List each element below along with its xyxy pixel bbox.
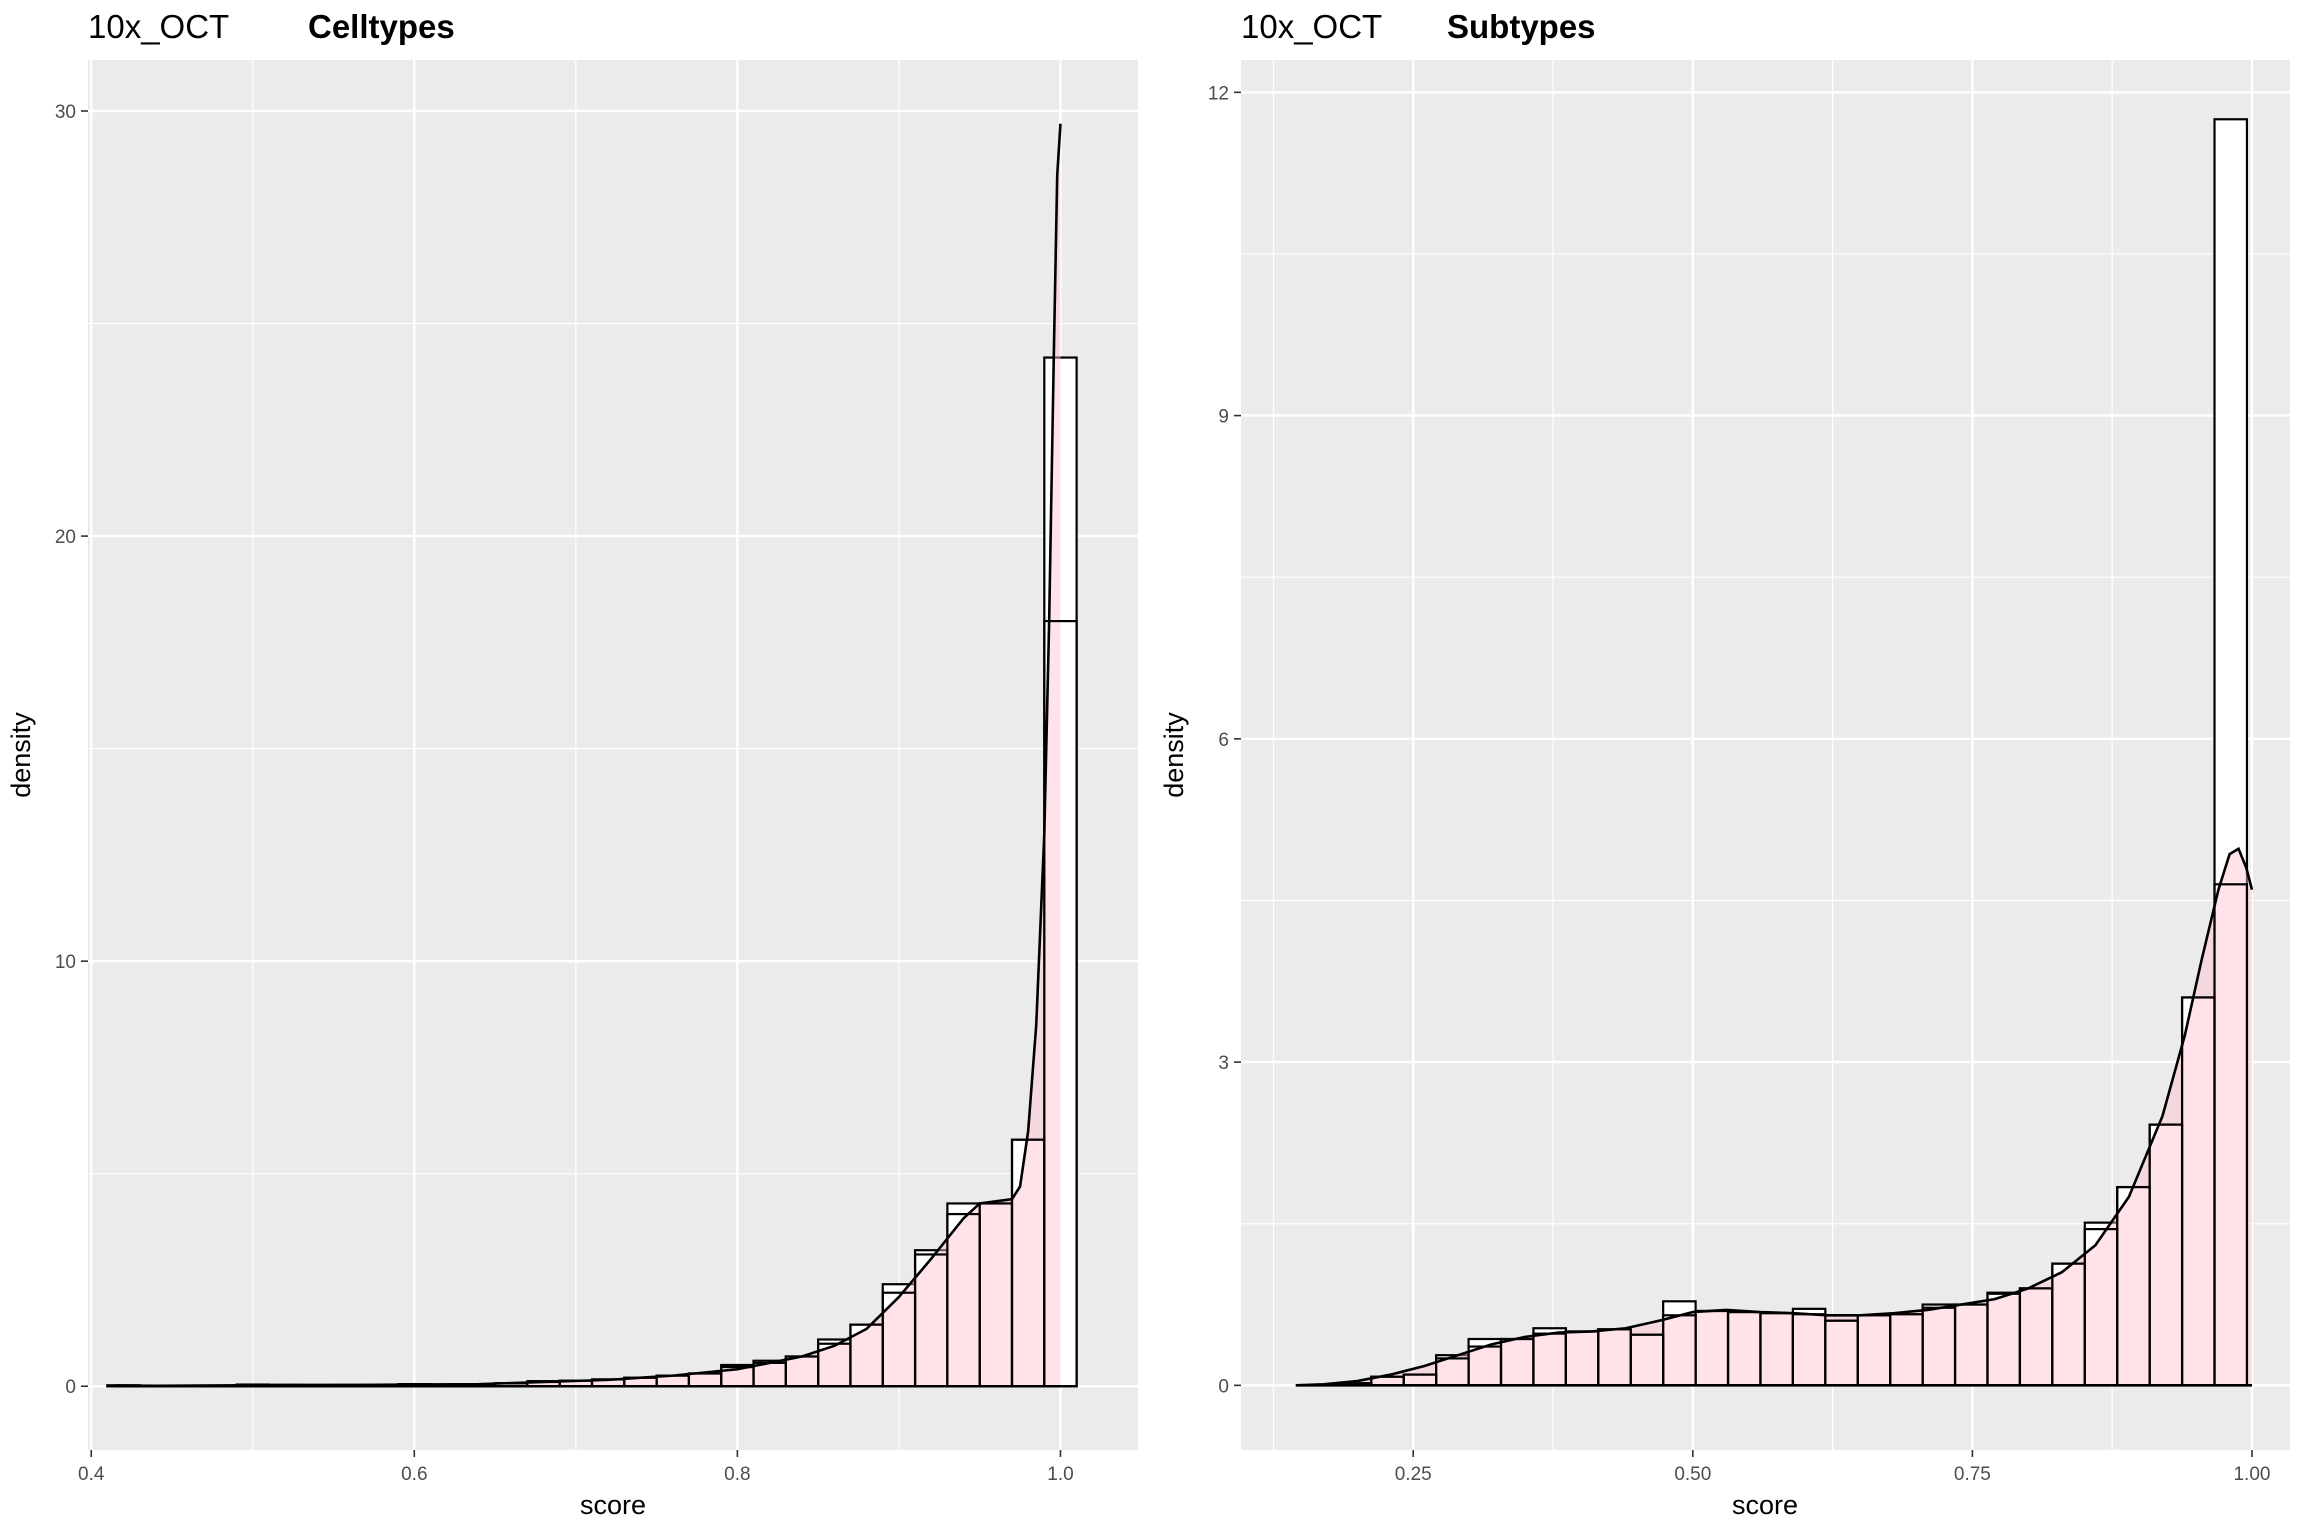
y-tick-label: 30 xyxy=(55,102,76,123)
histogram-bar xyxy=(2180,996,2216,1387)
histogram-bar xyxy=(1791,1307,1827,1387)
y-tick-label: 9 xyxy=(1218,407,1229,428)
density-area xyxy=(1295,848,2252,1386)
x-tick-label: 1.00 xyxy=(2233,1464,2270,1485)
x-tick-label: 0.25 xyxy=(1395,1464,1432,1485)
y-tick-label: 20 xyxy=(55,527,76,548)
histogram-bar xyxy=(2148,1123,2184,1387)
y-axis-title: density xyxy=(1159,712,1189,798)
chart-title: 10x_OCT xyxy=(1241,8,1382,45)
histogram-bar xyxy=(946,1202,981,1388)
y-tick-label: 0 xyxy=(65,1377,76,1398)
x-tick-label: 0.75 xyxy=(1954,1464,1991,1485)
chart-panel-2: 0.25 0.50 0.75 1.00 0 3 6 9 12 score density 10x_OC… xyxy=(1159,8,2290,1520)
y-tick-label: 10 xyxy=(55,952,76,973)
x-axis-title: score xyxy=(580,1490,646,1520)
x-tick-label: 0.50 xyxy=(1674,1464,1711,1485)
chart-panel-1: 0.4 0.6 0.8 1.0 0 10 20 30 score density 10x_OCT Ce… xyxy=(6,8,1138,1520)
density-curve xyxy=(1295,846,2254,1387)
chart-title: 10x_OCT xyxy=(88,8,229,45)
x-tick-label: 1.0 xyxy=(1047,1464,1073,1485)
histogram-bar xyxy=(1532,1327,1567,1387)
x-tick-label: 0.8 xyxy=(724,1464,750,1485)
chart-subtitle: Subtypes xyxy=(1447,8,1596,45)
x-tick-label: 0.6 xyxy=(401,1464,427,1485)
chart-subtitle: Celltypes xyxy=(308,8,455,45)
x-tick-label: 0.4 xyxy=(78,1464,105,1485)
x-axis-title: score xyxy=(1732,1490,1798,1520)
density-area xyxy=(115,123,1061,1387)
y-tick-label: 6 xyxy=(1218,730,1229,751)
histogram-bar xyxy=(2213,118,2249,1387)
y-tick-label: 12 xyxy=(1208,83,1229,104)
histogram-bar xyxy=(978,1202,1014,1388)
y-axis-title: density xyxy=(6,712,36,798)
histogram-bar xyxy=(881,1283,917,1388)
histogram-bar xyxy=(1499,1337,1535,1387)
y-tick-label: 0 xyxy=(1218,1376,1229,1397)
density-curve xyxy=(115,123,1062,1388)
y-tick-label: 3 xyxy=(1218,1053,1229,1074)
